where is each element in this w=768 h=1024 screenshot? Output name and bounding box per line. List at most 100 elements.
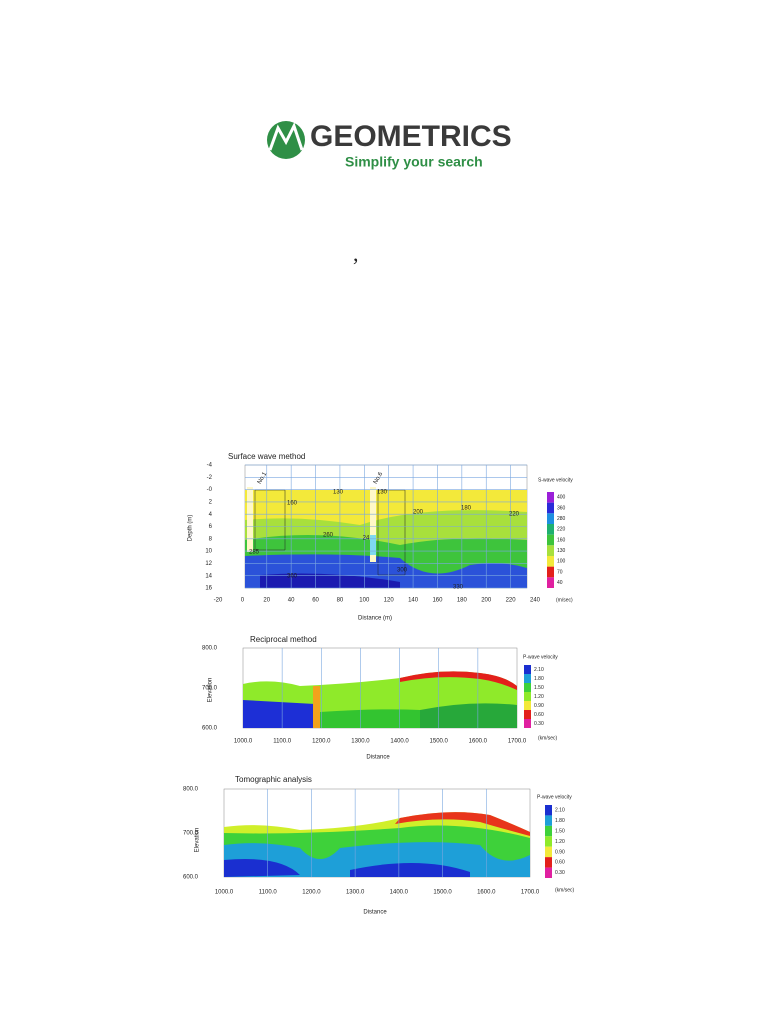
legend-label: 2.10 bbox=[534, 667, 544, 673]
legend-swatch bbox=[547, 534, 554, 546]
legend-label: 70 bbox=[557, 569, 563, 575]
layer bbox=[243, 700, 315, 728]
x-tick-label: 0 bbox=[241, 598, 245, 604]
x-tick-label: 80 bbox=[337, 598, 344, 604]
legend-swatch bbox=[524, 701, 531, 710]
y-tick-label: -2 bbox=[207, 475, 213, 481]
x-tick-label: 20 bbox=[263, 598, 270, 604]
legend-label: 220 bbox=[557, 527, 566, 533]
x-axis-label: Distance (m) bbox=[358, 616, 392, 622]
borehole bbox=[370, 535, 376, 555]
contour-label: 330 bbox=[453, 585, 464, 591]
x-tick-label: -20 bbox=[214, 598, 223, 604]
y-tick-label: 4 bbox=[209, 512, 213, 518]
legend-title: P-wave velocity bbox=[523, 654, 558, 660]
legend-title: S-wave velocity bbox=[538, 477, 573, 483]
legend-label: 280 bbox=[557, 516, 566, 522]
y-tick-label: 16 bbox=[205, 586, 212, 592]
y-tick-label: 600.0 bbox=[183, 875, 199, 881]
layer bbox=[395, 812, 530, 836]
figure-title: Surface wave method bbox=[228, 452, 305, 461]
borehole bbox=[247, 487, 253, 552]
legend-swatch bbox=[524, 710, 531, 719]
figure-2-image bbox=[242, 647, 518, 729]
legend-label: 0.90 bbox=[534, 703, 544, 709]
x-tick-label: 200 bbox=[481, 598, 492, 604]
legend-swatch bbox=[547, 513, 554, 524]
contour-label: 260 bbox=[323, 533, 334, 539]
borehole bbox=[370, 487, 376, 562]
legend-unit: (km/sec) bbox=[555, 887, 575, 893]
logo-icon-mark bbox=[268, 122, 304, 151]
contour-label: 130 bbox=[377, 490, 388, 496]
legend-label: 1.20 bbox=[555, 839, 565, 845]
legend-swatch bbox=[545, 857, 552, 868]
x-tick-label: 1100.0 bbox=[273, 739, 292, 745]
legend-label: 40 bbox=[557, 580, 563, 586]
legend-unit: (m/sec) bbox=[556, 597, 573, 603]
x-tick-label: 120 bbox=[384, 598, 395, 604]
legend-swatch bbox=[545, 805, 552, 816]
legend-swatch bbox=[524, 674, 531, 683]
tagline: Simplify your search bbox=[345, 154, 483, 170]
x-tick-label: 1400.0 bbox=[390, 739, 409, 745]
x-axis-label: Distance bbox=[366, 755, 390, 761]
x-tick-label: 1500.0 bbox=[433, 890, 452, 896]
y-tick-label: -0 bbox=[207, 487, 213, 493]
legend-swatch bbox=[545, 846, 552, 858]
x-tick-label: 100 bbox=[359, 598, 370, 604]
legend-swatch bbox=[545, 825, 552, 837]
x-tick-label: 220 bbox=[506, 598, 517, 604]
log-frame bbox=[254, 489, 406, 576]
legend-swatch bbox=[547, 566, 554, 578]
logo-text: GEOMETRICS bbox=[310, 120, 512, 153]
x-tick-label: 1300.0 bbox=[346, 890, 365, 896]
legend-label: 0.30 bbox=[534, 721, 544, 727]
layer bbox=[260, 573, 400, 588]
legend-label: 2.10 bbox=[555, 808, 565, 814]
contour-label: No.1 bbox=[257, 471, 269, 486]
y-tick-label: 800.0 bbox=[183, 787, 199, 793]
x-tick-label: 1600.0 bbox=[477, 890, 496, 896]
x-tick-label: 1600.0 bbox=[469, 739, 488, 745]
punctuation: , bbox=[353, 241, 359, 266]
contour-label: 220 bbox=[509, 512, 520, 518]
layer bbox=[420, 703, 517, 728]
legend-label: 1.20 bbox=[534, 694, 544, 700]
legend-label: 100 bbox=[557, 559, 566, 565]
y-tick-label: -4 bbox=[207, 463, 213, 469]
y-axis-label: Depth (m) bbox=[188, 515, 194, 542]
legend-label: 130 bbox=[557, 548, 566, 554]
y-axis-label: Elevation bbox=[208, 678, 214, 703]
figure-title: Tomographic analysis bbox=[235, 775, 312, 784]
x-tick-label: 1500.0 bbox=[430, 739, 449, 745]
x-tick-label: 1400.0 bbox=[390, 890, 409, 896]
contour-label: 360 bbox=[287, 574, 298, 580]
legend-label: 1.80 bbox=[534, 676, 544, 682]
x-tick-label: 60 bbox=[312, 598, 319, 604]
x-tick-label: 160 bbox=[432, 598, 443, 604]
legend-swatch bbox=[547, 556, 554, 567]
y-tick-label: 2 bbox=[209, 499, 213, 505]
legend-label: 0.60 bbox=[534, 712, 544, 718]
legend-swatch bbox=[524, 692, 531, 701]
x-tick-label: 1700.0 bbox=[508, 739, 527, 745]
legend-swatch bbox=[524, 683, 531, 692]
y-tick-label: 8 bbox=[209, 536, 213, 542]
legend-unit: (km/sec) bbox=[538, 735, 558, 741]
contour-label: 285 bbox=[249, 550, 260, 556]
legend-swatch bbox=[547, 524, 554, 535]
y-axis-label: Elevation bbox=[195, 828, 201, 853]
y-tick-label: 600.0 bbox=[202, 726, 218, 732]
x-tick-label: 240 bbox=[530, 598, 541, 604]
x-tick-label: 1700.0 bbox=[521, 890, 540, 896]
borehole bbox=[313, 686, 320, 728]
y-tick-label: 700.0 bbox=[183, 831, 199, 837]
x-tick-label: 1200.0 bbox=[312, 739, 331, 745]
y-tick-label: 800.0 bbox=[202, 646, 218, 652]
legend-label: 400 bbox=[557, 495, 566, 501]
x-tick-label: 1300.0 bbox=[351, 739, 370, 745]
legend-label: 1.80 bbox=[555, 818, 565, 824]
y-tick-label: 14 bbox=[205, 573, 212, 579]
